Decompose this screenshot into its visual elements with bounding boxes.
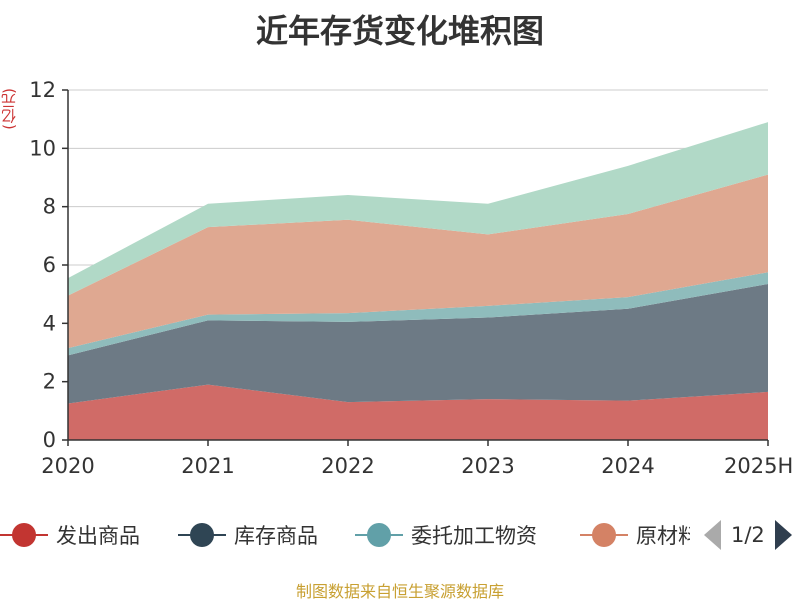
legend-pager: 1/2 <box>700 515 792 555</box>
y-tick-label: 0 <box>43 428 56 452</box>
area-series-4[interactable] <box>68 174 768 349</box>
legend-item[interactable]: 库存商品 <box>178 515 318 555</box>
axes <box>62 89 769 446</box>
y-tick-label: 8 <box>43 195 56 219</box>
legend-prev-page-icon[interactable] <box>704 520 721 550</box>
chart-title: 近年存货变化堆积图 <box>255 12 544 50</box>
x-tick-label: 2023 <box>461 454 514 478</box>
legend-label: 库存商品 <box>234 524 318 548</box>
legend-item[interactable]: 原材料 <box>580 515 690 555</box>
legend-item[interactable]: 发出商品 <box>0 515 140 555</box>
y-tick-label: 2 <box>43 370 56 394</box>
area-series-2[interactable] <box>68 283 768 404</box>
x-tick-label: 2020 <box>41 454 94 478</box>
area-series-1[interactable] <box>68 384 768 440</box>
y-tick-label: 12 <box>29 78 56 102</box>
x-tick-labels: 2020 2021 2022 2023 2024 2025H <box>41 454 793 478</box>
legend-marker-icon <box>0 515 48 555</box>
x-tick-label: 2024 <box>601 454 654 478</box>
x-tick-label: 2021 <box>181 454 234 478</box>
legend-marker-icon <box>178 515 226 555</box>
data-source-note: 制图数据来自恒生聚源数据库 <box>295 582 504 601</box>
legend-marker-icon <box>580 515 628 555</box>
area-series-3[interactable] <box>68 272 768 356</box>
area-series <box>68 122 768 440</box>
x-tick-label: 2022 <box>321 454 374 478</box>
legend-label: 委托加工物资 <box>411 524 537 548</box>
legend-page-indicator: 1/2 <box>731 523 765 547</box>
y-tick-labels: 0 2 4 6 8 10 12 <box>29 78 56 452</box>
y-tick-label: 6 <box>43 253 56 277</box>
legend: 发出商品 库存商品 委托加工物资 原材料 <box>0 515 690 555</box>
legend-label: 原材料 <box>636 524 690 548</box>
legend-marker-icon <box>355 515 403 555</box>
legend-item[interactable]: 委托加工物资 <box>355 515 537 555</box>
legend-label: 发出商品 <box>56 524 140 548</box>
y-tick-label: 10 <box>29 136 56 160</box>
legend-next-page-icon[interactable] <box>774 520 792 550</box>
area-series-5[interactable] <box>68 122 768 296</box>
y-tick-label: 4 <box>43 311 56 335</box>
x-tick-label: 2025H <box>724 454 793 478</box>
